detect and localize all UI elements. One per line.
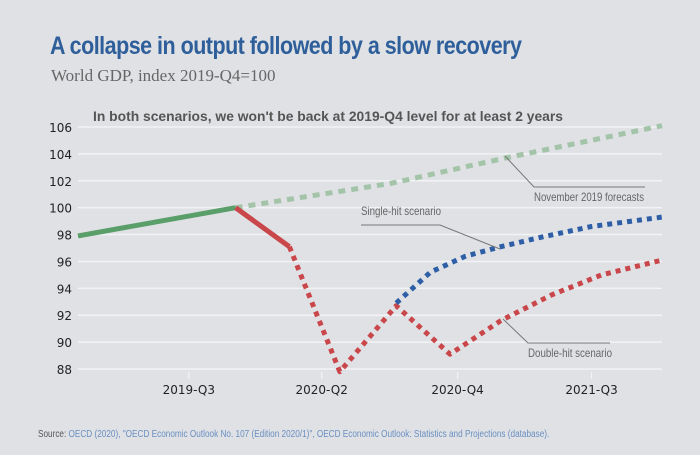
series-label-november-2019-forecasts: November 2019 forecasts	[534, 190, 644, 204]
y-tick-label: 100	[49, 202, 72, 216]
series-label-single-hit-scenario: Single-hit scenario	[361, 204, 441, 218]
leader-line	[361, 224, 501, 250]
source-note: Source: OECD (2020), "OECD Economic Outl…	[38, 429, 549, 440]
series-line-november-2019-forecasts	[235, 123, 663, 211]
leader-line	[504, 155, 645, 188]
series-label-double-hit-scenario: Double-hit scenario	[528, 346, 612, 360]
chart-subtitle: World GDP, index 2019-Q4=100	[51, 66, 276, 85]
y-tick-label: 94	[57, 282, 72, 296]
y-tick-label: 102	[49, 175, 72, 189]
y-tick-label: 98	[57, 229, 72, 243]
y-tick-label: 96	[57, 255, 72, 269]
x-tick-label: 2021-Q3	[565, 383, 617, 397]
y-tick-label: 92	[57, 309, 72, 323]
x-tick-label: 2020-Q4	[431, 383, 483, 397]
y-tick-label: 90	[57, 336, 72, 350]
series-line-single-hit-scenario	[394, 214, 663, 305]
y-tick-label: 104	[49, 148, 72, 162]
chart-annotation: In both scenarios, we won't be back at 2…	[93, 108, 563, 124]
y-tick-label: 106	[49, 121, 72, 135]
y-tick-label: 88	[57, 363, 72, 377]
x-tick-label: 2019-Q3	[163, 383, 215, 397]
source-label: Source:	[38, 429, 67, 440]
chart-title: A collapse in output followed by a slow …	[50, 32, 522, 60]
leader-line	[502, 318, 610, 344]
series-line-historical	[77, 205, 237, 239]
x-tick-label: 2020-Q2	[295, 383, 347, 397]
series-line-observed-decline	[234, 205, 291, 249]
series-line-double-hit-scenario	[287, 245, 663, 375]
source-text[interactable]: OECD (2020), "OECD Economic Outlook No. …	[66, 429, 550, 440]
